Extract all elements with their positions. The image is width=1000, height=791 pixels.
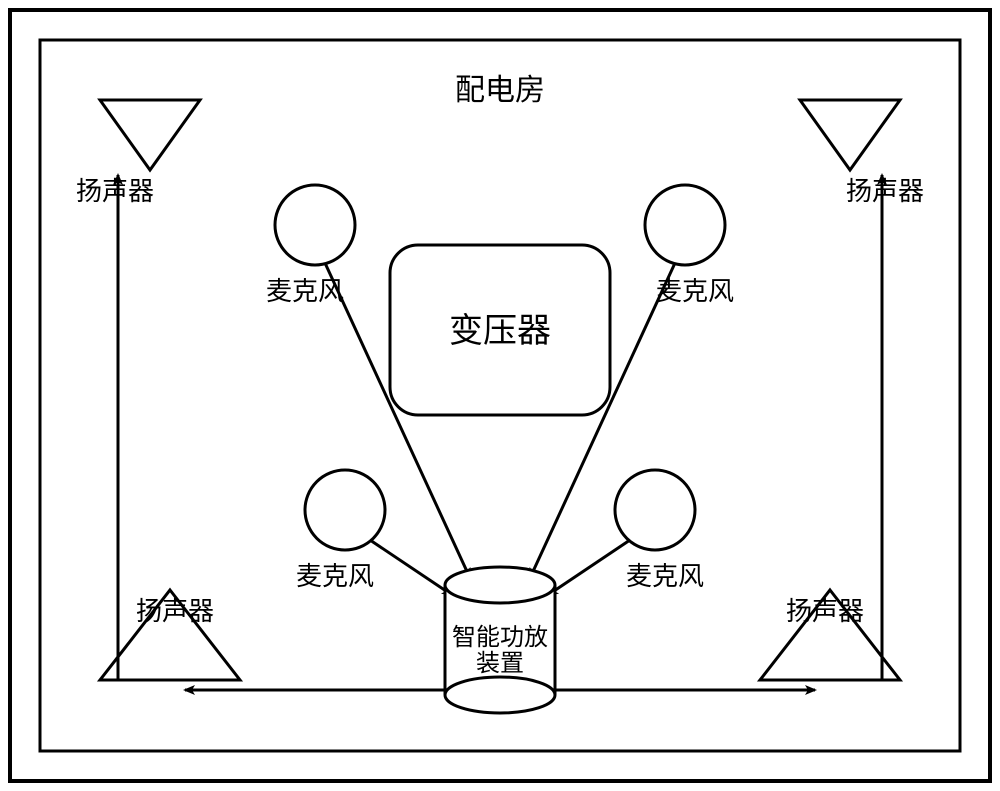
microphone-node: 麦克风 [615,470,704,591]
edge-mic-br-to-amp [548,540,630,595]
microphone-node: 麦克风 [296,470,385,591]
diagram-title: 配电房 [455,74,545,107]
transformer-node: 变压器 [390,245,610,415]
speaker-node: 扬声器 [760,590,900,680]
microphone-label: 麦克风 [626,561,704,591]
microphone-node: 麦克风 [266,185,355,306]
speaker-node: 扬声器 [76,100,200,206]
microphone-label: 麦克风 [296,561,374,591]
amplifier-label-line1: 智能功放 [452,624,548,651]
speaker-label: 扬声器 [76,176,154,206]
speaker-label: 扬声器 [846,176,924,206]
speaker-label: 扬声器 [136,596,214,626]
microphone-node: 麦克风 [645,185,734,306]
speaker-label: 扬声器 [786,596,864,626]
edge-mic-bl-to-amp [370,540,452,595]
amplifier-node: 智能功放装置 [445,567,555,713]
speaker-node: 扬声器 [800,100,924,206]
speaker-node: 扬声器 [100,590,240,680]
amplifier-label-line2: 装置 [476,650,524,677]
transformer-label: 变压器 [449,312,551,350]
diagram-canvas: 配电房 变压器 麦克风麦克风麦克风麦克风 扬声器扬声器扬声器扬声器 智能功放装置 [0,0,1000,791]
